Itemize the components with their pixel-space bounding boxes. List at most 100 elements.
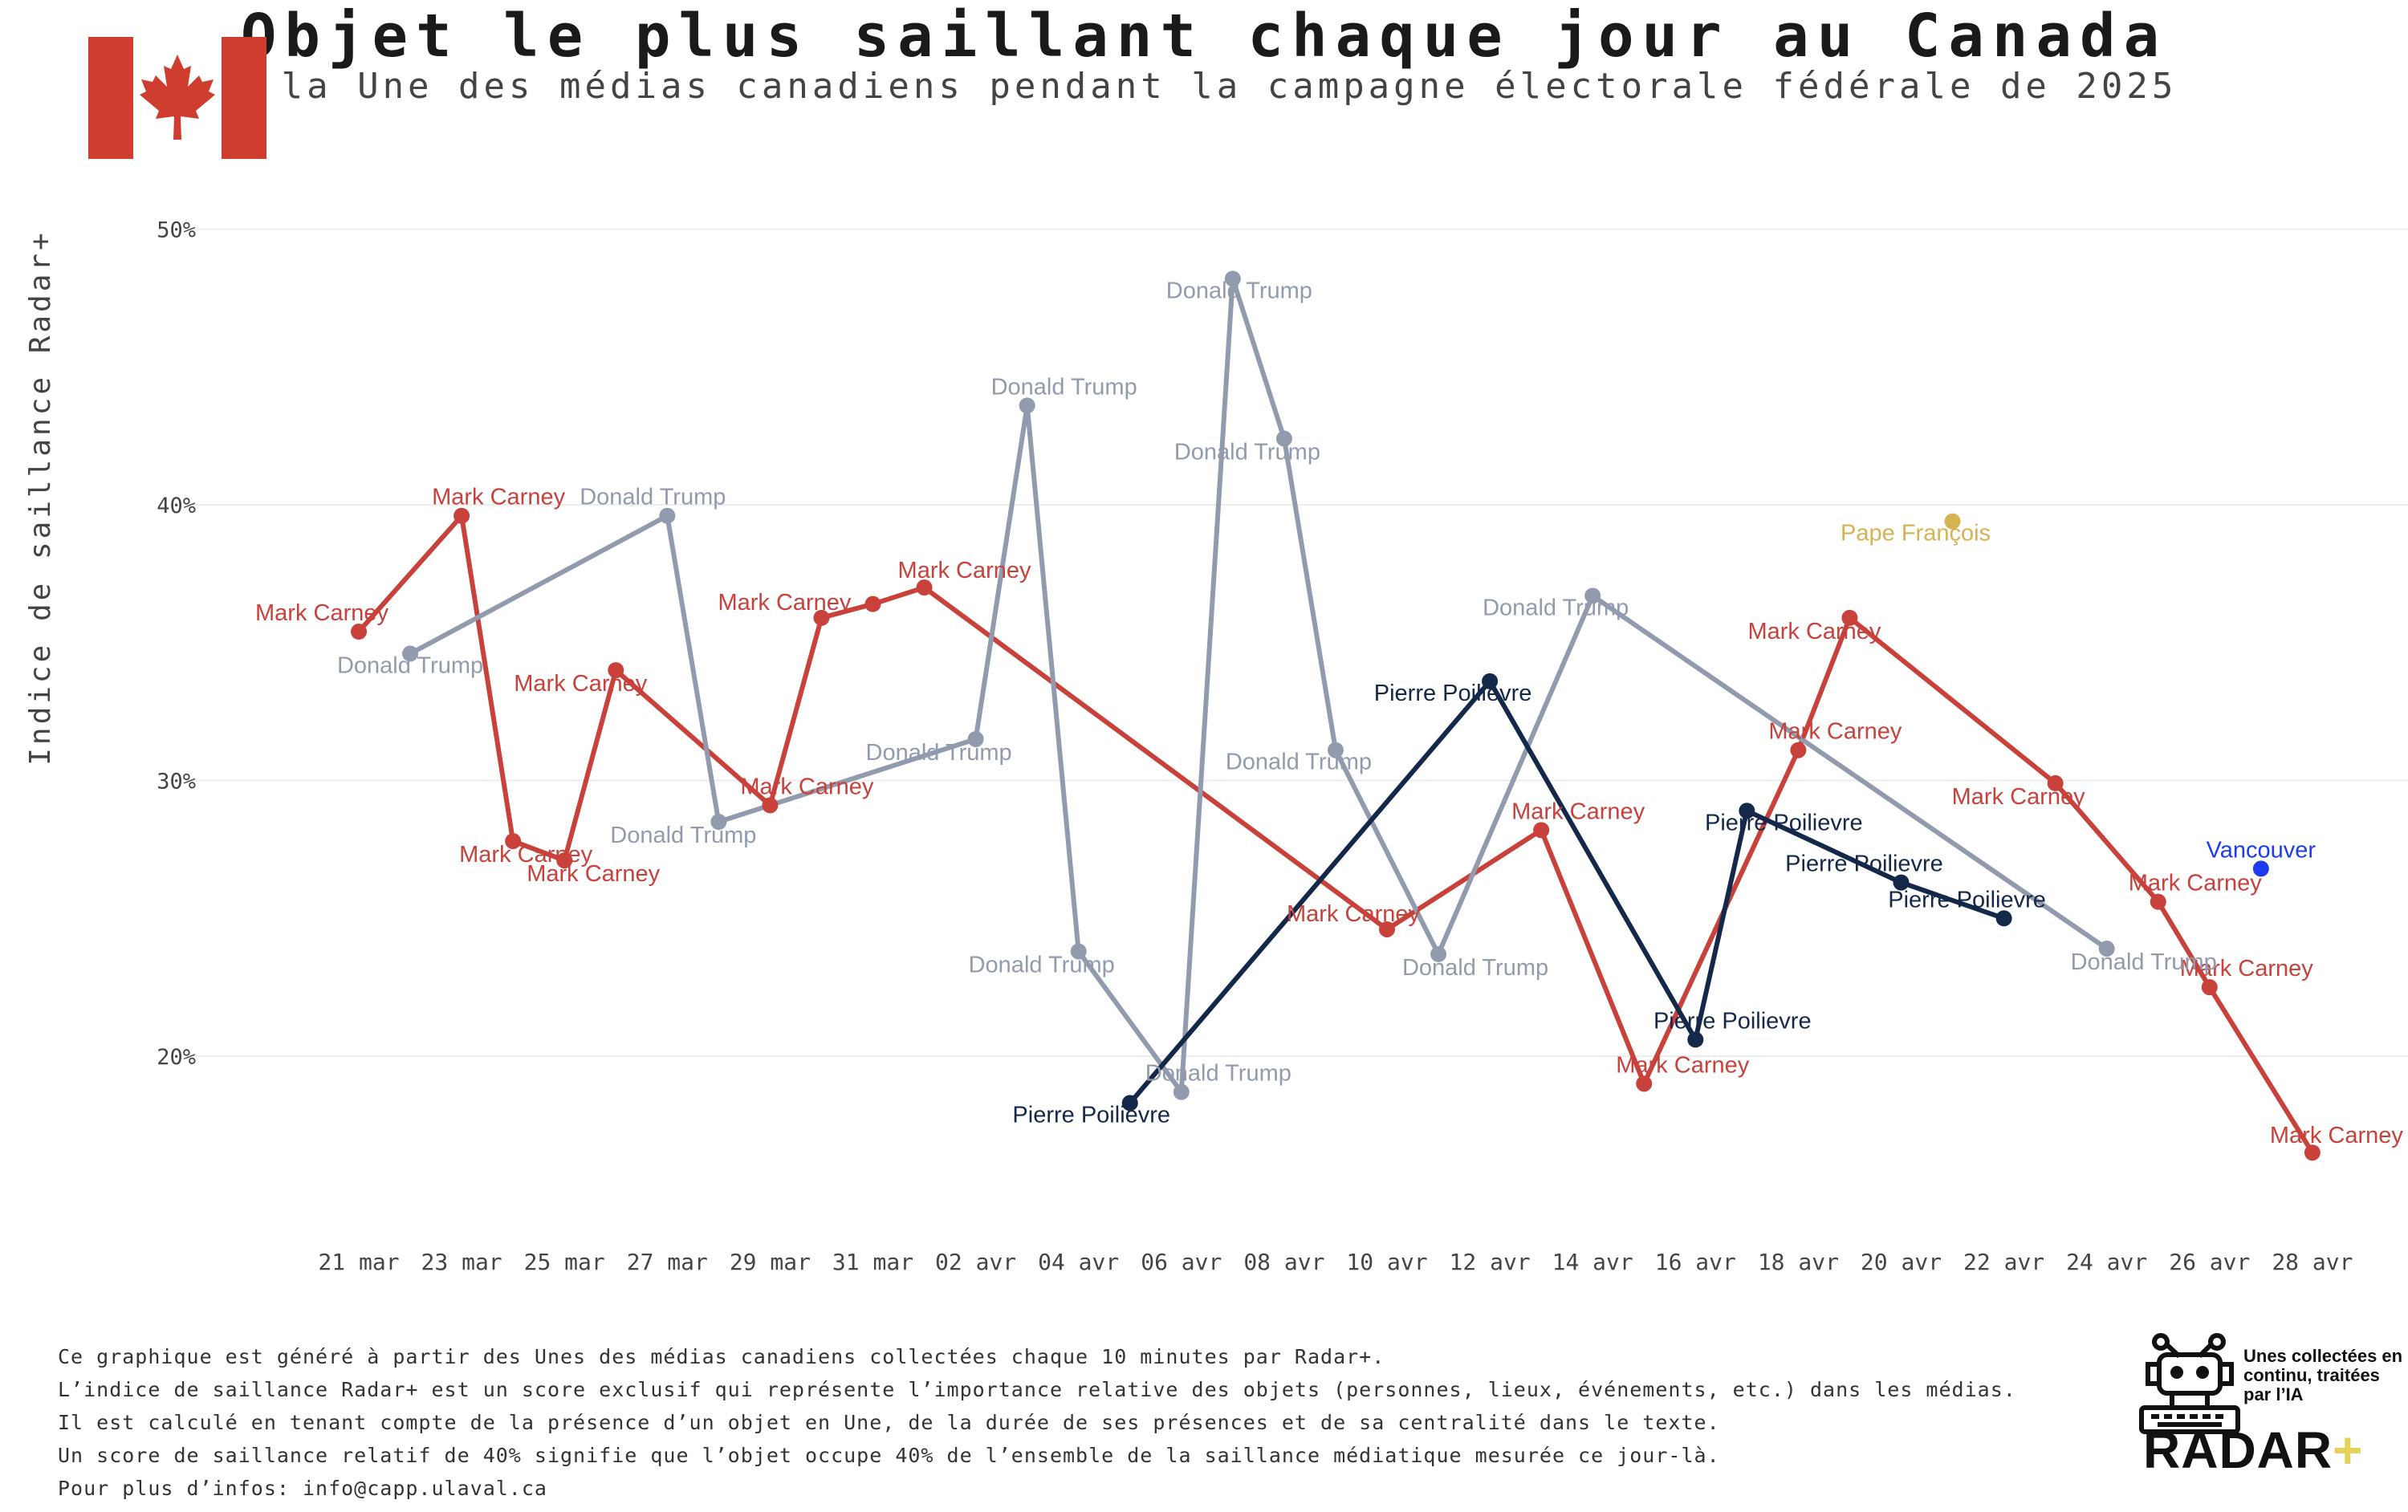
data-label-mark-carney: Mark Carney [1747,619,1881,644]
data-label-mark-carney: Mark Carney [255,600,388,626]
data-label-pape-francois: Pape François [1841,521,1991,547]
data-label-pierre-poilievre: Pierre Poilievre [1888,887,2046,912]
data-label-mark-carney: Mark Carney [1511,799,1645,824]
data-point-mark-carney [1379,921,1395,937]
x-tick-label: 20 avr [1861,1249,1942,1275]
data-point-donald-trump [2098,941,2115,957]
data-point-mark-carney [1790,742,1807,758]
data-point-donald-trump [1584,587,1601,604]
data-label-mark-carney: Mark Carney [1287,901,1420,927]
footnote-line: Un score de saillance relatif de 40% sig… [58,1444,1720,1467]
footnotes: Ce graphique est généré à partir des Une… [58,1340,2016,1505]
data-label-donald-trump: Donald Trump [610,823,756,848]
data-label-donald-trump: Donald Trump [1174,440,1320,465]
data-label-donald-trump: Donald Trump [866,740,1012,766]
x-tick-label: 18 avr [1758,1249,1839,1275]
data-point-donald-trump [1430,945,1447,962]
x-tick-label: 28 avr [2272,1249,2353,1275]
data-label-pierre-poilievre: Pierre Poilievre [1374,681,1532,706]
data-point-mark-carney [1841,609,1858,626]
data-label-mark-carney: Mark Carney [2270,1123,2403,1148]
data-label-mark-carney: Mark Carney [1952,784,2085,810]
data-label-mark-carney: Mark Carney [2180,956,2313,982]
y-tick-label: 30% [157,770,196,795]
data-label-donald-trump: Donald Trump [580,485,726,510]
series-line-donald-trump [408,276,2109,1095]
y-tick-label: 50% [157,218,196,243]
footnote-line: Il est calculé en tenant compte de la pr… [58,1411,1720,1434]
radar-plus: + [2333,1421,2364,1479]
data-point-mark-carney [864,595,881,612]
data-point-mark-carney [1533,822,1550,839]
x-tick-label: 22 avr [1963,1249,2044,1275]
data-point-mark-carney [454,507,470,524]
data-label-mark-carney: Mark Carney [1616,1052,1749,1078]
x-tick-label: 24 avr [2066,1249,2147,1275]
data-point-pierre-poilievre [1121,1095,1138,1112]
data-label-mark-carney: Mark Carney [432,485,565,510]
radar-wordmark: RADAR [2143,1421,2333,1479]
data-point-donald-trump [1224,270,1241,287]
x-tick-label: 10 avr [1346,1249,1427,1275]
data-label-donald-trump: Donald Trump [1483,595,1629,620]
data-point-donald-trump [710,814,727,831]
x-tick-label: 16 avr [1655,1249,1736,1275]
data-point-mark-carney [608,662,624,679]
data-point-mark-carney [2150,893,2166,910]
x-tick-label: 21 mar [318,1249,399,1275]
data-point-mark-carney [916,579,933,596]
data-point-donald-trump [402,645,419,662]
data-label-pierre-poilievre: Pierre Poilievre [1653,1008,1812,1034]
data-label-donald-trump: Donald Trump [1402,955,1548,981]
data-point-mark-carney [2304,1144,2321,1161]
data-label-donald-trump: Donald Trump [337,652,483,678]
data-point-donald-trump [1019,397,1035,414]
data-point-donald-trump [659,507,676,524]
data-label-mark-carney: Mark Carney [2129,871,2262,896]
robot-icon [2139,1333,2240,1434]
data-point-mark-carney [351,624,367,640]
y-tick-label: 40% [157,494,196,518]
x-tick-label: 12 avr [1450,1249,1531,1275]
data-label-mark-carney: Mark Carney [514,671,647,697]
data-point-donald-trump [1173,1083,1190,1100]
data-label-pierre-poilievre: Pierre Poilievre [1012,1102,1170,1128]
logo-caption: Unes collectées en continu, traitées par… [2243,1346,2403,1404]
data-label-vancouver: Vancouver [2207,837,2316,863]
data-point-vancouver [2252,860,2269,877]
data-label-pierre-poilievre: Pierre Poilievre [1705,810,1863,835]
data-point-mark-carney [2201,979,2218,996]
data-label-donald-trump: Donald Trump [1166,278,1312,303]
x-tick-label: 08 avr [1243,1249,1324,1275]
footnote-line: L’indice de saillance Radar+ est un scor… [58,1378,2016,1401]
x-tick-label: 25 mar [524,1249,605,1275]
x-tick-label: 29 mar [730,1249,811,1275]
footnote-line: Ce graphique est généré à partir des Une… [58,1345,1385,1368]
x-tick-label: 04 avr [1038,1249,1119,1275]
data-label-mark-carney: Mark Carney [898,558,1031,583]
x-tick-label: 27 mar [627,1249,708,1275]
data-point-donald-trump [1070,943,1087,960]
data-label-donald-trump: Donald Trump [2071,949,2217,975]
data-point-mark-carney [813,609,830,626]
data-point-mark-carney [1636,1075,1653,1092]
data-label-donald-trump: Donald Trump [969,952,1115,978]
chart-subtitle: À la Une des médias canadiens pendant la… [230,66,2178,107]
x-tick-label: 14 avr [1552,1249,1633,1275]
x-tick-label: 06 avr [1141,1249,1222,1275]
data-point-mark-carney [762,797,779,814]
data-point-donald-trump [967,730,984,747]
data-point-donald-trump [1275,430,1292,447]
data-label-mark-carney: Mark Carney [459,842,592,868]
data-label-mark-carney: Mark Carney [718,590,851,616]
data-point-mark-carney [556,852,573,869]
canada-flag-icon [88,37,266,159]
footnote-line: Pour plus d’infos: info@capp.ulaval.ca [58,1477,547,1500]
chart-title: Objet le plus saillant chaque jour au Ca… [240,2,2168,71]
data-label-donald-trump: Donald Trump [991,374,1137,400]
data-point-pierre-poilievre [1482,673,1499,689]
data-point-mark-carney [2047,774,2064,791]
data-point-pierre-poilievre [1687,1031,1704,1048]
x-tick-label: 23 mar [421,1249,502,1275]
